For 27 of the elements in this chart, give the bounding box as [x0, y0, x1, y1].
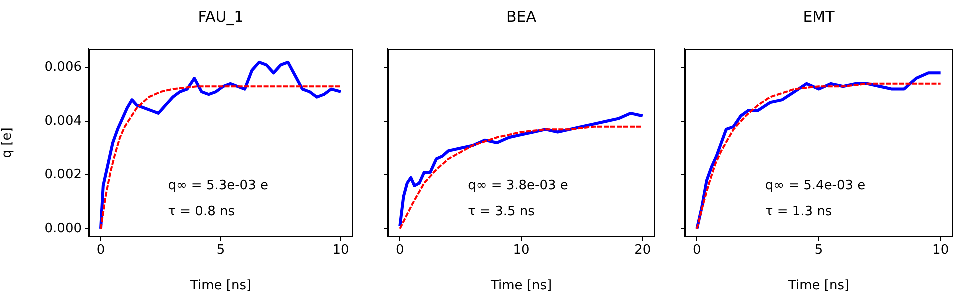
annotation: q∞ = 5.4e-03 e	[765, 178, 866, 194]
y-tick-label: 0.000	[44, 221, 82, 236]
y-tick-label: 0.004	[44, 114, 82, 129]
chart-title: FAU_1	[198, 8, 244, 26]
y-axis-title: q [e]	[0, 128, 16, 158]
x-axis-title: Time [ns]	[189, 278, 252, 294]
x-tick-label: 10	[932, 243, 950, 258]
x-tick-label: 0	[96, 243, 106, 258]
annotation: τ = 1.3 ns	[765, 204, 832, 220]
x-tick-label: 0	[693, 243, 702, 258]
annotation: τ = 3.5 ns	[468, 204, 536, 220]
y-tick-label: 0.006	[44, 60, 82, 76]
x-axis-title: Time [ns]	[787, 278, 850, 294]
x-tick-label: 10	[332, 243, 350, 258]
line-series	[100, 86, 342, 230]
chart-title: BEA	[506, 8, 538, 26]
x-tick-label: 0	[396, 243, 404, 258]
annotation: τ = 0.8 ns	[168, 204, 236, 220]
x-tick-label: 5	[814, 243, 824, 258]
x-tick-label: 10	[513, 243, 530, 258]
annotation: q∞ = 3.8e-03 e	[468, 178, 568, 194]
x-tick-label: 20	[634, 243, 652, 258]
annotation: q∞ = 5.3e-03 e	[168, 178, 268, 194]
y-tick-label: 0.002	[44, 168, 82, 183]
x-axis-title: Time [ns]	[490, 278, 552, 294]
chart-title: EMT	[803, 8, 836, 26]
x-tick-label: 5	[216, 243, 226, 258]
